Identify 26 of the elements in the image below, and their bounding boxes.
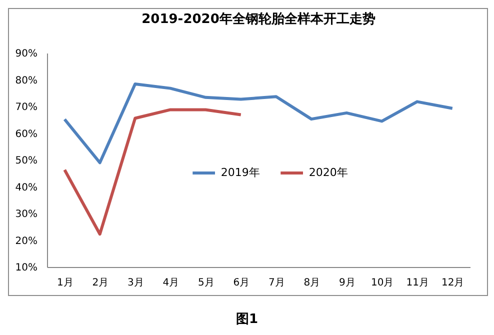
x-tick-label: 6月 [233,278,250,288]
y-tick-label: 20% [15,236,38,247]
x-tick-label: 7月 [268,278,285,288]
line-series [63,82,454,164]
y-tick-label: 90% [15,48,38,60]
y-tick-label: 80% [15,75,38,86]
y-tick-label: 30% [15,209,38,220]
x-tick-label: 1月 [56,278,74,288]
x-tick-label: 5月 [198,278,214,288]
x-tick-label: 12月 [442,278,464,288]
legend-label: 2020年 [308,166,348,179]
y-tick-label: 10% [15,262,38,274]
y-tick-label: 70% [15,102,38,113]
legend-label: 2019年 [220,166,260,179]
chart-title: 2019-2020年全钢轮胎全样本开工走势 [142,11,376,27]
x-tick-label: 3月 [127,278,144,288]
y-tick-label: 40% [15,182,38,194]
x-tick-label: 10月 [371,278,394,288]
x-tick-label: 2月 [92,278,109,288]
x-tick-label: 9月 [338,278,356,288]
x-tick-label: 11月 [406,278,429,288]
y-tick-label: 50% [15,156,38,166]
y-tick-label: 60% [15,128,38,140]
x-tick-label: 4月 [162,278,180,288]
caption: 图1 [234,311,260,328]
x-tick-label: 8月 [304,278,320,288]
